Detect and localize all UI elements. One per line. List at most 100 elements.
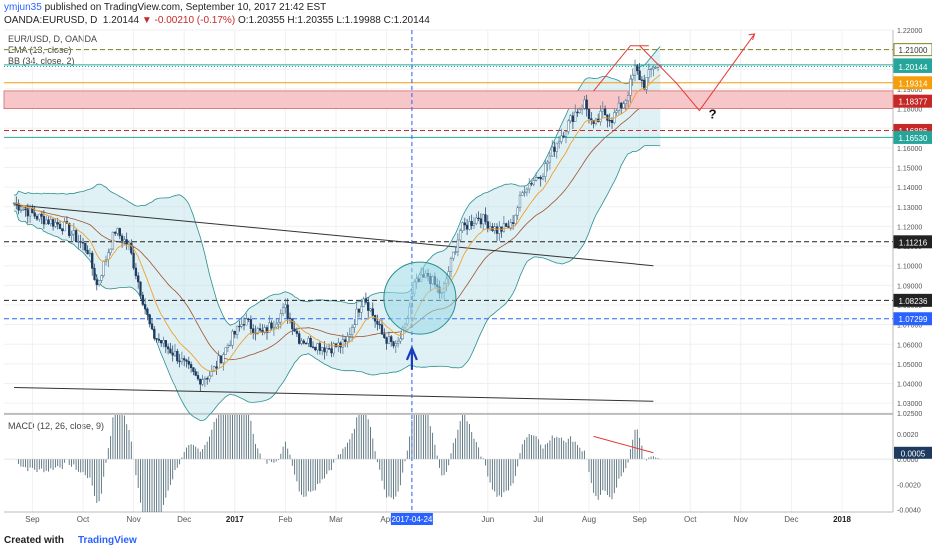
month-tick-label: Oct	[684, 515, 697, 524]
price-divergence-line	[593, 45, 649, 92]
candle-body	[626, 95, 630, 102]
month-tick-label: Jun	[481, 515, 494, 524]
candle-body	[114, 231, 117, 234]
candle-body	[387, 336, 391, 344]
candle-body	[77, 241, 80, 243]
candle-body	[578, 109, 581, 113]
candle-body	[72, 230, 75, 235]
candle-body	[116, 228, 119, 234]
candle-body	[571, 115, 575, 122]
price-tick-label: 1.13000	[897, 205, 922, 212]
level-label-bg	[893, 59, 932, 73]
candle-body	[633, 65, 637, 76]
published-text: published on TradingView.com, September …	[44, 2, 327, 13]
candle-body	[631, 74, 634, 80]
candle-body	[185, 359, 188, 362]
candle-body	[468, 221, 471, 230]
price-tick-label: 1.22000	[897, 28, 922, 35]
candle-body	[537, 176, 540, 179]
candle-body	[654, 67, 657, 69]
price-tick-label: 1.05000	[897, 362, 922, 369]
quote-line: OANDA:EURUSD, D 1.20144 ▼ -0.00210 (-0.1…	[4, 15, 430, 26]
candle-body	[279, 313, 282, 323]
month-tick-label: Dec	[177, 515, 191, 524]
candle-body	[304, 342, 308, 345]
candle-body	[479, 218, 483, 225]
candle-body	[532, 180, 535, 185]
candle-body	[187, 361, 190, 365]
price-chart[interactable]: ? 1.220001.210001.200001.190001.180001.1…	[0, 0, 932, 530]
candle-body	[309, 337, 312, 347]
candle-body	[139, 281, 142, 296]
candle-body	[22, 208, 25, 211]
candle-body	[555, 142, 558, 152]
candle-body	[449, 257, 453, 272]
candle-body	[118, 228, 121, 237]
candle-body	[580, 108, 584, 110]
candle-body	[541, 176, 545, 180]
bollinger-basis	[13, 95, 661, 361]
candle-body	[268, 322, 271, 333]
candle-body	[247, 318, 250, 321]
candle-body	[383, 333, 386, 338]
candle-body	[327, 348, 331, 350]
bollinger-fill	[14, 46, 661, 421]
candle-body	[645, 77, 648, 90]
price-tick-label: 1.14000	[897, 185, 922, 192]
level-label: 1.19314	[899, 79, 928, 88]
candle-body	[47, 219, 50, 225]
candle-body	[160, 340, 163, 344]
candle-body	[84, 242, 87, 251]
candle-body	[486, 221, 489, 230]
bollinger-upper	[13, 46, 661, 326]
candle-body	[40, 213, 43, 217]
bollinger-bands	[13, 46, 661, 422]
candle-body	[26, 209, 29, 217]
trendline	[13, 386, 654, 402]
candle-body	[277, 321, 280, 325]
candle-body	[275, 323, 278, 328]
candle-body	[38, 213, 41, 220]
candle-body	[638, 70, 641, 81]
date-badge-label: 2017-04-24	[391, 515, 432, 524]
candle-body	[523, 191, 526, 194]
ema-line	[13, 74, 661, 372]
candle-body	[95, 279, 98, 286]
level-labels: 1.210001.202241.201441.193141.183771.168…	[893, 43, 932, 326]
candle-body	[376, 320, 379, 325]
candle-body	[235, 325, 239, 335]
candle-body	[371, 308, 374, 316]
candle-body	[534, 176, 538, 181]
candle-body	[155, 338, 158, 340]
candle-body	[286, 304, 289, 319]
candle-body	[364, 298, 368, 303]
candle-body	[222, 354, 225, 364]
candle-body	[302, 340, 305, 344]
candle-body	[330, 348, 333, 354]
month-tick-label: Nov	[734, 515, 748, 524]
candle-body	[629, 78, 632, 96]
macd-divergence-line	[593, 435, 654, 454]
candle-body	[45, 219, 48, 225]
candle-body	[107, 252, 110, 260]
candle-body	[111, 231, 115, 250]
price-tick-label: 1.12000	[897, 224, 922, 231]
candle-body	[137, 275, 140, 283]
author-link[interactable]: ymjun35	[4, 2, 42, 13]
candle-body	[166, 346, 170, 350]
candle-body	[88, 252, 92, 255]
candle-body	[615, 110, 618, 113]
candle-body	[293, 328, 296, 332]
candle-body	[514, 214, 517, 224]
candle-body	[659, 64, 662, 66]
candle-body	[102, 261, 105, 276]
candle-body	[272, 326, 276, 329]
level-label-bg	[893, 235, 932, 249]
tradingview-logo[interactable]: TradingView	[78, 535, 137, 546]
candle-body	[208, 375, 211, 380]
candle-body	[258, 328, 262, 331]
candle-body	[505, 223, 508, 227]
candle-body	[281, 307, 285, 314]
candle-body	[194, 371, 197, 376]
